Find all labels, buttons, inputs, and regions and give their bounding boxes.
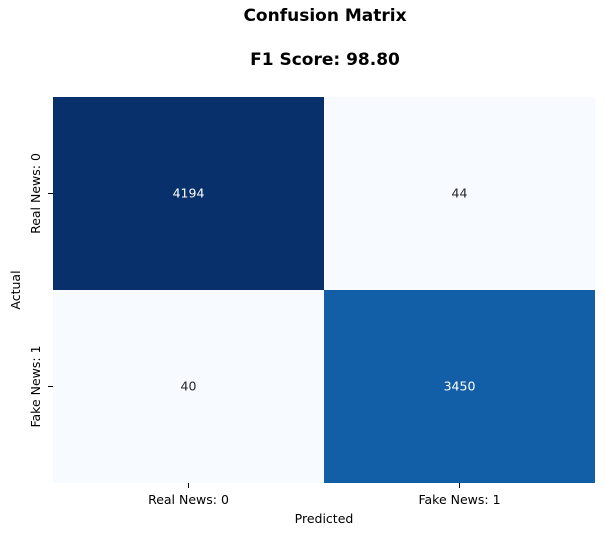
cell-value-r1-c1: 3450 xyxy=(444,379,476,394)
x-tick-label-0: Real News: 0 xyxy=(148,492,229,507)
chart-subtitle: F1 Score: 98.80 xyxy=(250,50,400,70)
x-axis-label: Predicted xyxy=(295,511,354,526)
heatmap-cell-r1-c1 xyxy=(324,290,595,483)
cell-value-r1-c0: 40 xyxy=(181,379,197,394)
y-tick-label-0: Real News: 0 xyxy=(28,153,43,234)
y-axis-label: Actual xyxy=(8,270,23,309)
cell-value-r0-c1: 44 xyxy=(452,186,468,201)
x-tick-label-1: Fake News: 1 xyxy=(418,492,500,507)
y-tick-label-1: Fake News: 1 xyxy=(28,345,43,427)
heatmap-cell-r1-c0 xyxy=(53,290,324,483)
heatmap-cell-r0-c1 xyxy=(324,97,595,290)
cell-value-r0-c0: 4194 xyxy=(173,186,205,201)
chart-title: Confusion Matrix xyxy=(243,6,407,26)
heatmap-cell-r0-c0 xyxy=(53,97,324,290)
